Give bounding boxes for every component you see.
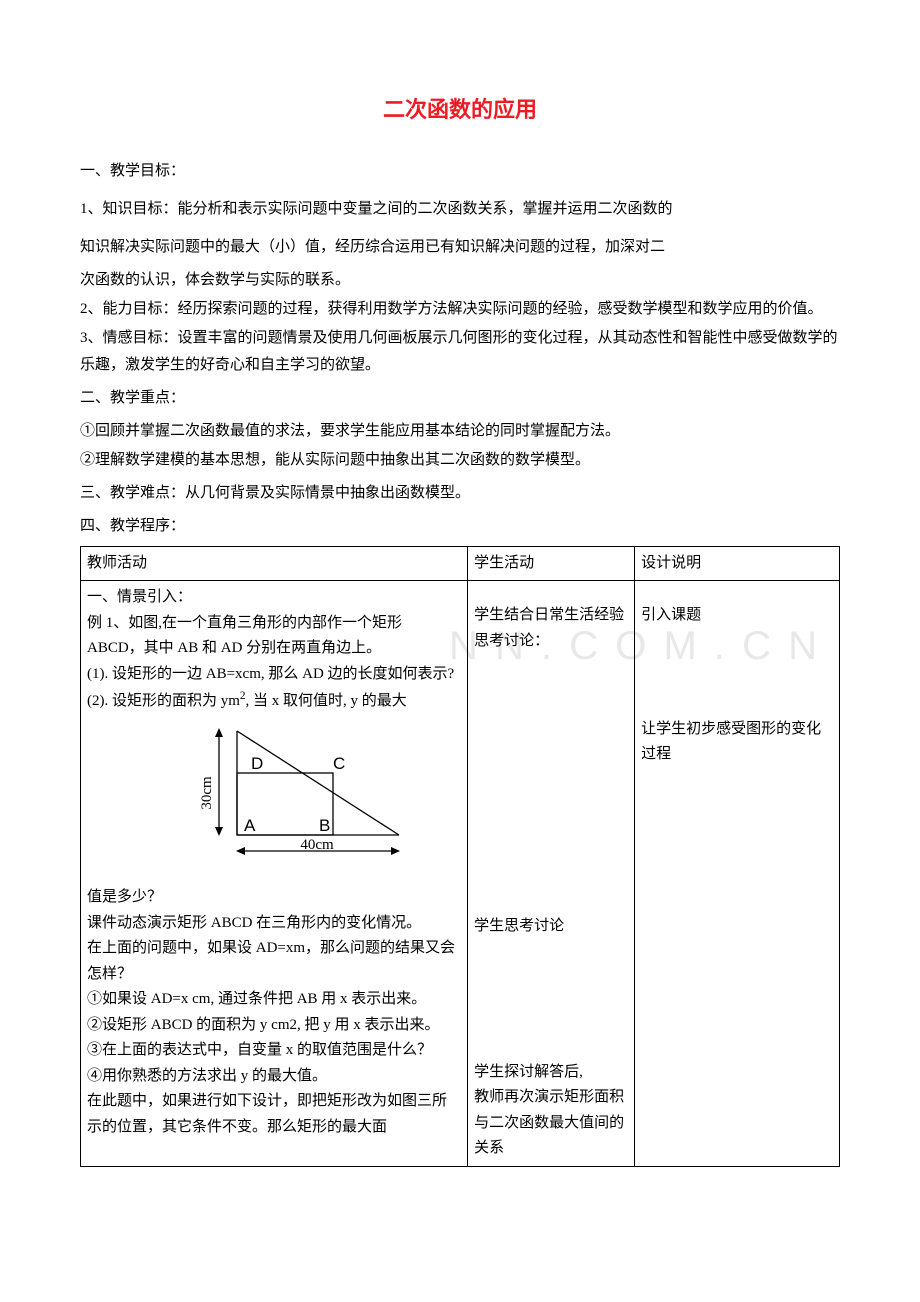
hlabel: 40cm — [300, 837, 334, 853]
teacher-line: 例 1、如图,在一个直角三角形的内部作一个矩形 ABCD，其中 AB 和 AD … — [87, 611, 461, 662]
note-line: 让学生初步感受图形的变化过程 — [641, 717, 833, 768]
teacher-line: 值是多少？ — [87, 885, 461, 911]
student-line: 教师再次演示矩形面积与二次函数最大值间的关系 — [474, 1085, 628, 1162]
teacher-line: 课件动态演示矩形 ABCD 在三角形内的变化情况。 — [87, 911, 461, 937]
section3-heading: 三、教学难点：从几何背景及实际情景中抽象出函数模型。 — [80, 480, 840, 507]
cell-student: 学生结合日常生活经验思考讨论： 学生思考讨论 学生探讨解答后, 教师再次演示矩形… — [468, 581, 635, 1167]
teacher-line: (1). 设矩形的一边 AB=xcm, 那么 AD 边的长度如何表示? — [87, 662, 461, 688]
table-row: 一、情景引入： 例 1、如图,在一个直角三角形的内部作一个矩形 ABCD，其中 … — [81, 581, 840, 1167]
section2-p1: ①回顾并掌握二次函数最值的求法，要求学生能应用基本结论的同时掌握配方法。 — [80, 418, 840, 445]
teacher-line: ①如果设 AD=x cm, 通过条件把 AB 用 x 表示出来。 — [87, 987, 461, 1013]
section1-heading: 一、教学目标： — [80, 158, 840, 185]
teacher-line: ③在上面的表达式中，自变量 x 的取值范围是什么？ — [87, 1038, 461, 1064]
teacher-line: 在此题中，如果进行如下设计，即把矩形改为如图三所示的位置，其它条件不变。那么矩形… — [87, 1089, 461, 1140]
section1-p3: 次函数的认识，体会数学与实际的联系。 — [80, 267, 840, 294]
page-title: 二次函数的应用 — [80, 90, 840, 130]
student-line: 学生探讨解答后, — [474, 1060, 628, 1086]
teacher-line: ②设矩形 ABCD 的面积为 y cm2, 把 y 用 x 表示出来。 — [87, 1013, 461, 1039]
header-teacher: 教师活动 — [81, 546, 468, 581]
label-C: C — [333, 754, 345, 773]
table-header-row: 教师活动 学生活动 设计说明 — [81, 546, 840, 581]
label-B: B — [319, 816, 330, 835]
cell-note: 引入课题 让学生初步感受图形的变化过程 — [635, 581, 840, 1167]
teacher-l3-pre: (2). 设矩形的面积为 ym — [87, 693, 240, 709]
section2-heading: 二、教学重点： — [80, 385, 840, 412]
header-note: 设计说明 — [635, 546, 840, 581]
triangle-svg: 30cm D C A B — [189, 723, 419, 868]
student-line: 学生结合日常生活经验思考讨论： — [474, 603, 628, 654]
label-A: A — [244, 816, 256, 835]
teacher-line: (2). 设矩形的面积为 ym2, 当 x 取何值时, y 的最大 — [87, 687, 461, 715]
section1-p1: 1、知识目标：能分析和表示实际问题中变量之间的二次函数关系，掌握并运用二次函数的 — [80, 191, 840, 227]
section1-p4: 2、能力目标：经历探索问题的过程，获得利用数学方法解决实际问题的经验，感受数学模… — [80, 296, 840, 323]
vlabel: 30cm — [199, 776, 215, 810]
triangle-figure: 30cm D C A B — [147, 723, 461, 878]
note-line: 引入课题 — [641, 603, 833, 629]
teacher-l3-post: , 当 x 取何值时, y 的最大 — [246, 693, 407, 709]
teacher-line: ④用你熟悉的方法求出 y 的最大值。 — [87, 1064, 461, 1090]
section1-p5: 3、情感目标：设置丰富的问题情景及使用几何画板展示几何图形的变化过程，从其动态性… — [80, 325, 840, 379]
teacher-heading: 一、情景引入： — [87, 585, 461, 611]
cell-teacher: 一、情景引入： 例 1、如图,在一个直角三角形的内部作一个矩形 ABCD，其中 … — [81, 581, 468, 1167]
header-student: 学生活动 — [468, 546, 635, 581]
section4-heading: 四、教学程序： — [80, 513, 840, 540]
section1-p2: 知识解决实际问题中的最大（小）值，经历综合运用已有知识解决问题的过程，加深对二 — [80, 229, 840, 265]
program-table: 教师活动 学生活动 设计说明 一、情景引入： 例 1、如图,在一个直角三角形的内… — [80, 546, 840, 1167]
section2-p2: ②理解数学建模的基本思想，能从实际问题中抽象出其二次函数的数学模型。 — [80, 447, 840, 474]
student-line: 学生思考讨论 — [474, 914, 628, 940]
teacher-line: 在上面的问题中，如果设 AD=xm，那么问题的结果又会怎样？ — [87, 936, 461, 987]
label-D: D — [251, 754, 263, 773]
